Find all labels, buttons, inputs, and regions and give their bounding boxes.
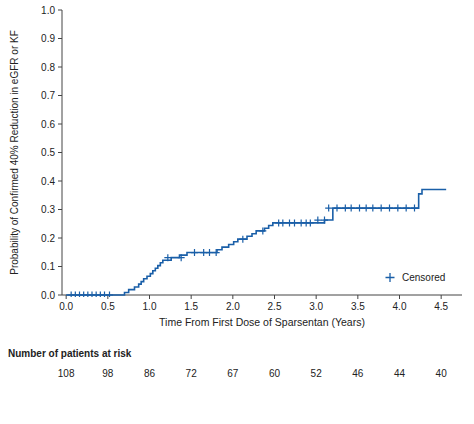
- risk-number: 72: [186, 368, 198, 379]
- censored-mark: [101, 292, 108, 298]
- y-tick-label: 0.3: [41, 204, 55, 215]
- censored-mark: [89, 292, 96, 298]
- risk-number: 44: [394, 368, 406, 379]
- censored-mark: [259, 227, 266, 234]
- censored-mark: [411, 205, 418, 212]
- censored-mark: [321, 217, 328, 224]
- risk-number: 40: [436, 368, 448, 379]
- censored-mark: [394, 205, 401, 212]
- censored-mark: [325, 205, 332, 212]
- censored-mark: [84, 292, 91, 298]
- censored-mark: [403, 205, 410, 212]
- censored-mark: [72, 292, 79, 298]
- censored-mark: [334, 205, 341, 212]
- y-axis-label: Probability of Confirmed 40% Reduction i…: [9, 30, 20, 275]
- censored-mark: [178, 254, 185, 261]
- y-tick: [58, 152, 62, 153]
- y-tick: [58, 10, 62, 11]
- x-tick-label: 2.0: [226, 301, 240, 312]
- x-tick-label: 0.0: [59, 301, 73, 312]
- censored-mark: [291, 219, 298, 226]
- censored-mark: [369, 205, 376, 212]
- x-tick-label: 4.5: [434, 301, 448, 312]
- risk-number: 86: [144, 368, 156, 379]
- y-tick-label: 0.0: [41, 290, 55, 301]
- censored-mark: [307, 219, 314, 226]
- censored-mark: [386, 205, 393, 212]
- y-tick-label: 0.7: [41, 90, 55, 101]
- x-axis-label: Time From First Dose of Sparsentan (Year…: [159, 316, 365, 328]
- censored-mark: [76, 292, 83, 298]
- y-tick-label: 0.4: [41, 176, 55, 187]
- y-tick-label: 0.9: [41, 33, 55, 44]
- x-tick: [274, 295, 275, 299]
- censored-mark: [314, 217, 321, 224]
- y-tick-label: 1.0: [41, 5, 55, 16]
- x-tick-label: 4.0: [393, 301, 407, 312]
- legend-swatch: [386, 273, 395, 282]
- x-tick: [316, 295, 317, 299]
- chart: 0.0 0.5 1.0 1.5 2.0 2.5 3.0 3.5 4.0 4.5 0.0 0.1 0.2 0…: [0, 0, 474, 424]
- censored-mark: [239, 236, 246, 243]
- y-tick: [58, 238, 62, 239]
- x-tick: [399, 295, 400, 299]
- x-tick: [441, 295, 442, 299]
- risk-number: 67: [227, 368, 239, 379]
- x-tick-label: 2.5: [268, 301, 282, 312]
- censored-mark: [279, 219, 286, 226]
- legend: Censored: [386, 272, 446, 283]
- x-tick: [191, 295, 192, 299]
- y-tick-label: 0.1: [41, 261, 55, 272]
- x-tick: [232, 295, 233, 299]
- y-tick: [58, 295, 62, 296]
- censored-mark: [68, 292, 75, 298]
- x-tick-label: 0.5: [101, 301, 115, 312]
- risk-number: 52: [311, 368, 323, 379]
- y-tick-label: 0.8: [41, 62, 55, 73]
- legend-label: Censored: [402, 272, 445, 283]
- y-tick-label: 0.6: [41, 119, 55, 130]
- plot-area: [66, 190, 446, 297]
- x-tick-label: 3.0: [309, 301, 323, 312]
- censored-mark: [164, 254, 171, 261]
- y-tick-label: 0.5: [41, 147, 55, 158]
- censored-mark: [80, 292, 87, 298]
- x-tick-label: 1.5: [184, 301, 198, 312]
- y-tick: [58, 124, 62, 125]
- y-tick-label: 0.2: [41, 233, 55, 244]
- censored-mark: [97, 292, 104, 298]
- censored-mark: [378, 205, 385, 212]
- censored-mark: [363, 205, 370, 212]
- x-tick-label: 3.5: [351, 301, 365, 312]
- y-tick: [58, 181, 62, 182]
- x-tick-label: 1.0: [143, 301, 157, 312]
- censored-mark: [206, 249, 213, 256]
- censored-mark: [213, 249, 220, 256]
- y-tick: [58, 95, 62, 96]
- censored-mark: [191, 249, 198, 256]
- y-tick: [58, 67, 62, 68]
- censored-mark: [106, 292, 113, 298]
- y-tick: [58, 209, 62, 210]
- risk-number: 46: [352, 368, 364, 379]
- risk-number: 108: [58, 368, 75, 379]
- censored-mark: [93, 292, 100, 298]
- y-tick: [58, 38, 62, 39]
- censored-mark: [348, 205, 355, 212]
- y-tick: [58, 266, 62, 267]
- x-tick: [357, 295, 358, 299]
- censored-mark: [356, 205, 363, 212]
- risk-number: 60: [269, 368, 281, 379]
- km-curve: [66, 190, 446, 295]
- risk-number: 98: [102, 368, 114, 379]
- risk-table-label: Number of patients at risk: [8, 348, 132, 359]
- x-tick: [149, 295, 150, 299]
